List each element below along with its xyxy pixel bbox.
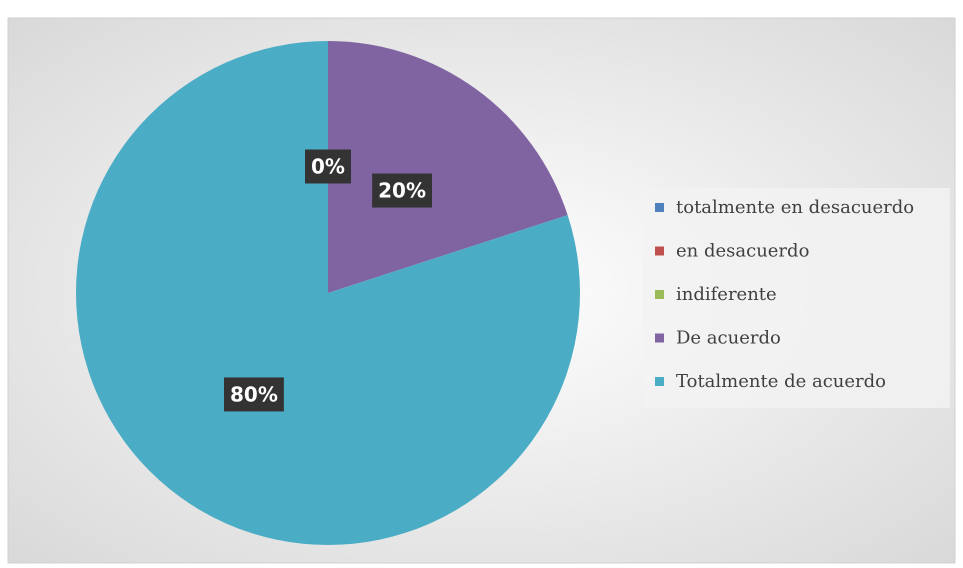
legend-swatch [655,290,664,299]
data-label: 80% [230,382,278,406]
legend-label: totalmente en desacuerdo [676,197,914,218]
legend-label: indiferente [676,284,777,305]
data-label: 20% [378,179,426,203]
data-label-box [305,149,351,184]
legend-swatch [655,333,664,343]
legend-swatch [655,203,664,212]
legend-box [643,188,950,408]
data-label-box [372,173,432,208]
data-label-box [224,377,284,412]
legend-label: Totalmente de acuerdo [676,371,886,392]
pie-slice [328,41,568,293]
pie-slice [76,41,580,546]
legend-label: De acuerdo [676,328,781,349]
legend-label: en desacuerdo [676,241,809,262]
data-label: 0% [311,155,345,179]
legend-swatch [655,246,664,256]
legend-swatch [655,377,664,386]
